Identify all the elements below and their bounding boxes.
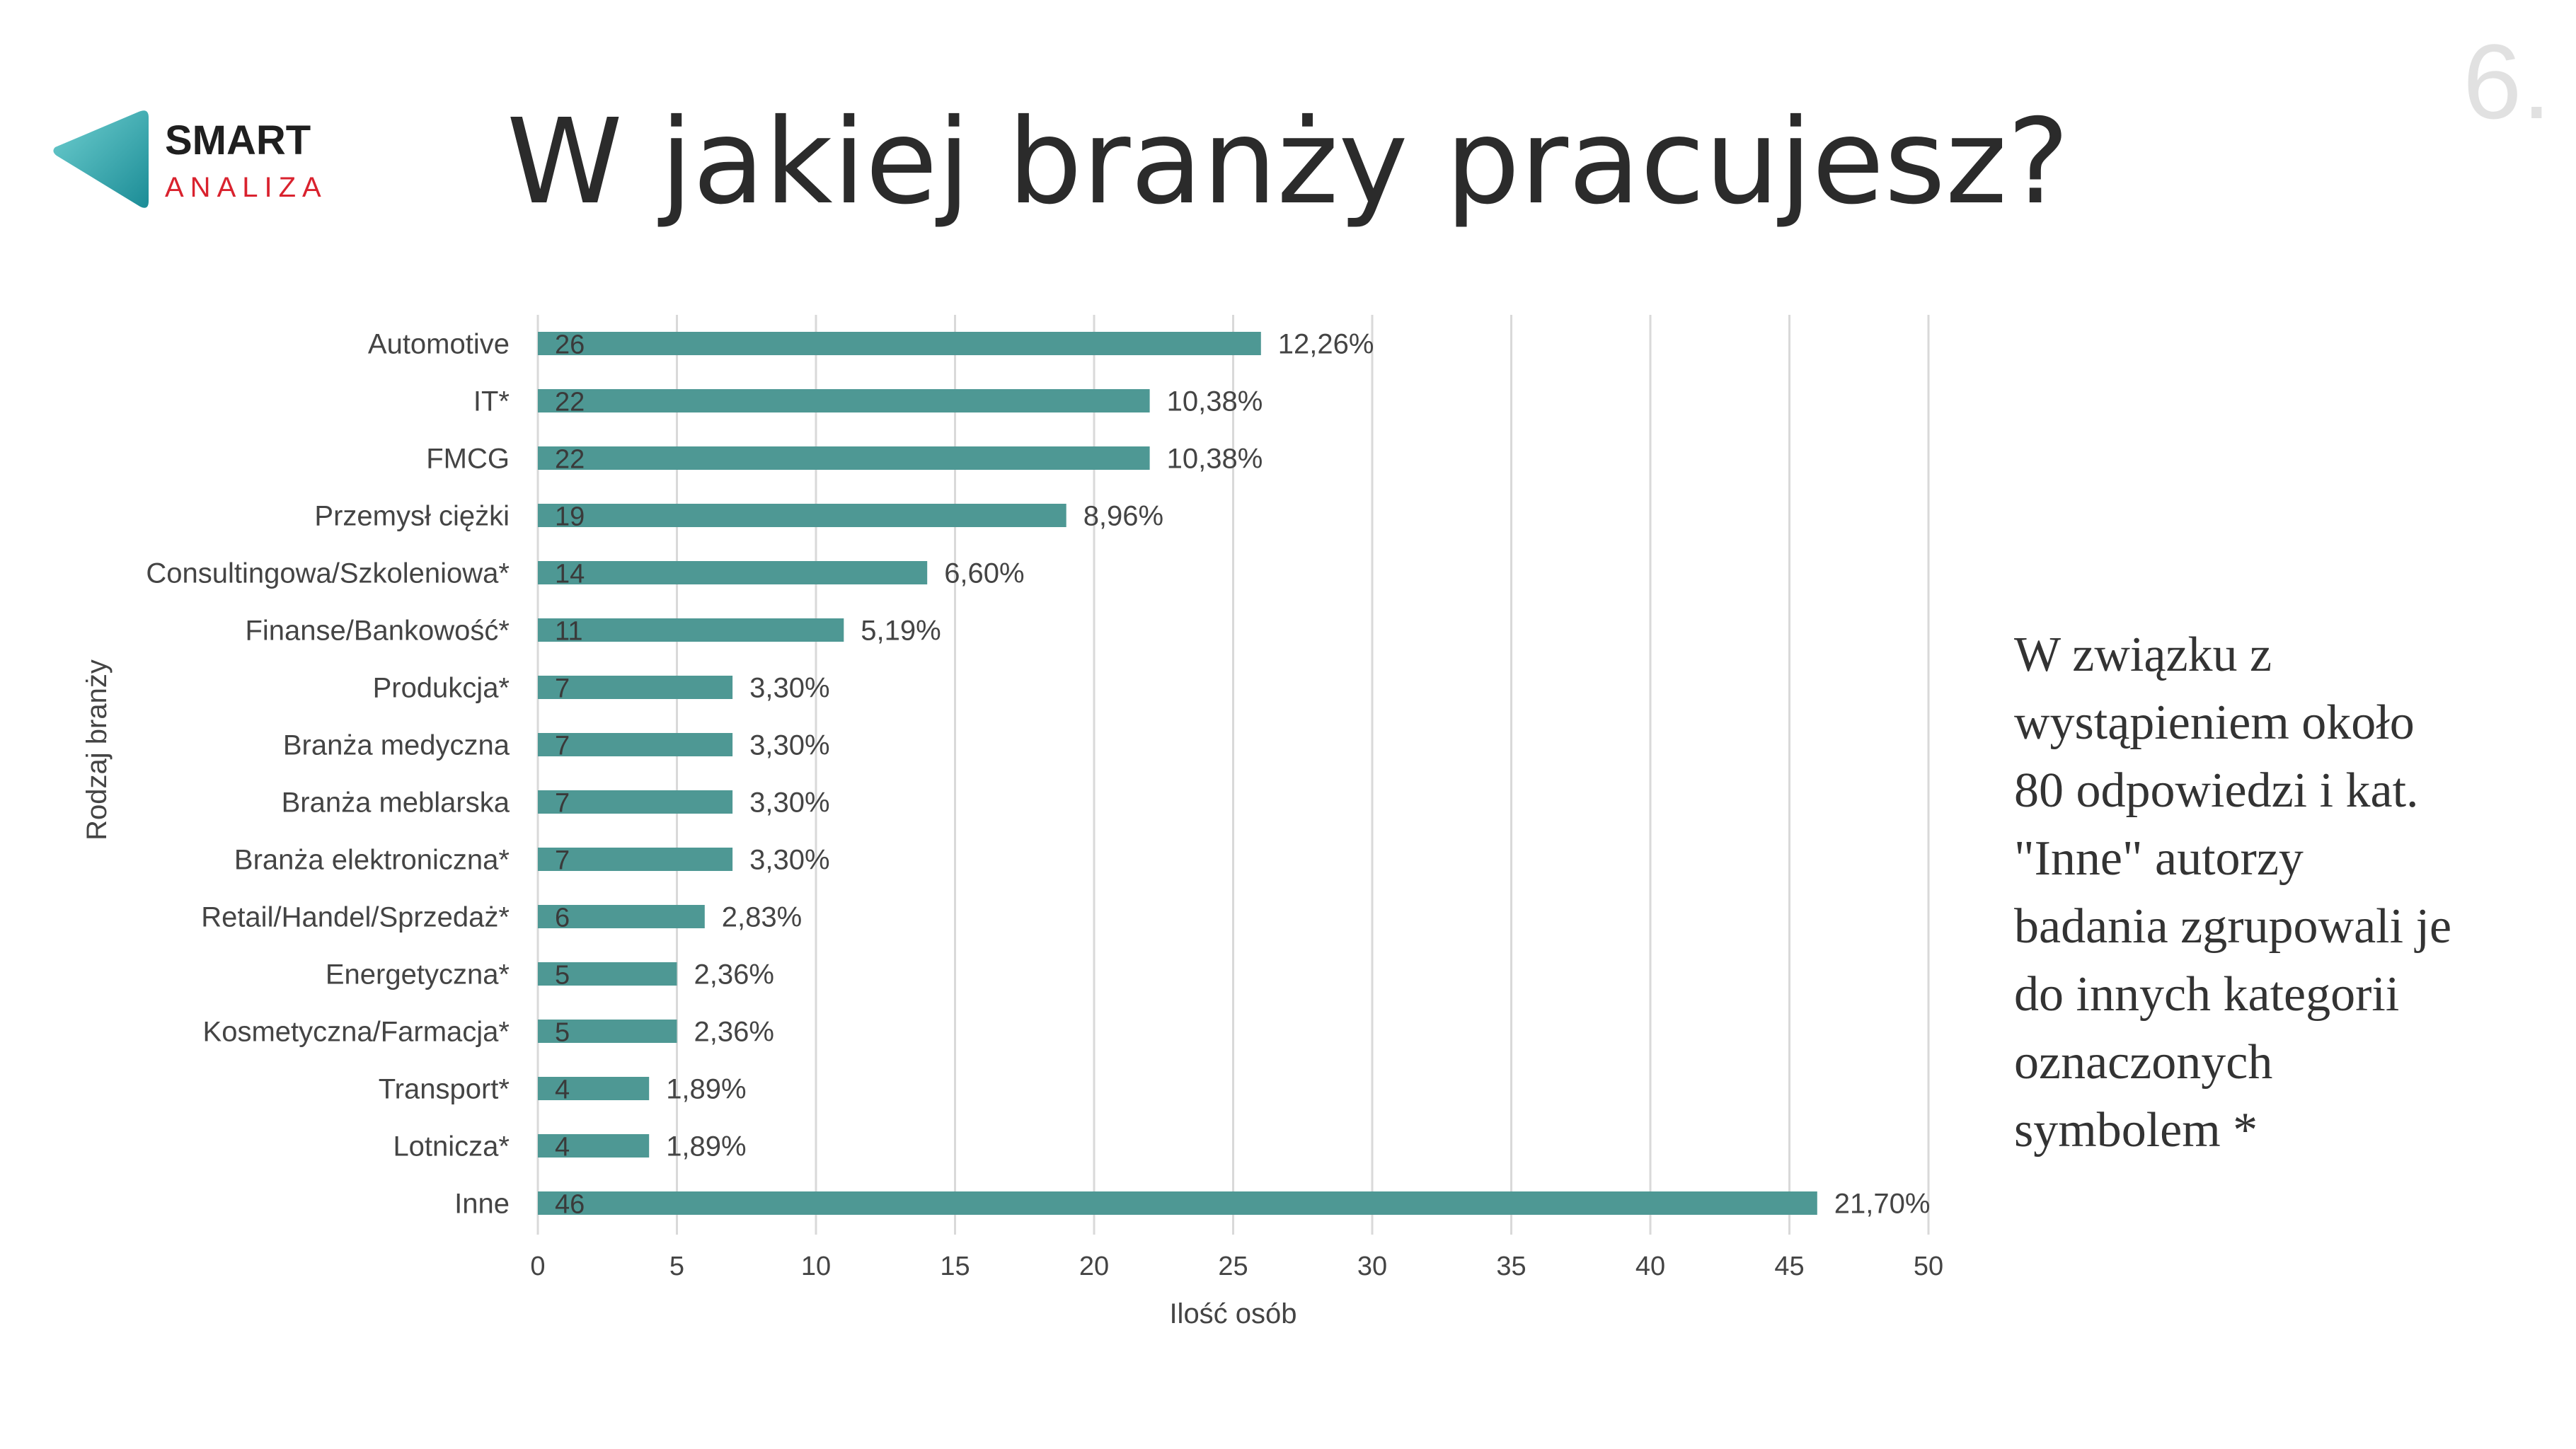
bar-value-label: 22	[555, 388, 585, 417]
smart-analiza-logo: SMART ANALIZA	[53, 110, 328, 208]
side-note: W związku z wystąpieniem około 80 odpowied…	[2014, 621, 2524, 1165]
note-line: wystąpieniem około	[2014, 695, 2415, 750]
bar-value-label: 4	[555, 1075, 570, 1105]
bar	[538, 1134, 650, 1158]
category-label: Branża meblarska	[282, 787, 510, 819]
bar	[538, 446, 1150, 470]
bar-value-label: 7	[555, 846, 570, 876]
bar-value-label: 5	[555, 1018, 570, 1048]
bar	[538, 332, 1261, 355]
note-line: 80 odpowiedzi i kat.	[2014, 763, 2419, 818]
note-line: W związku z	[2014, 628, 2272, 682]
bar	[538, 676, 733, 699]
note-line: symbolem *	[2014, 1103, 2258, 1158]
bar	[538, 1020, 677, 1043]
bar	[538, 1191, 1817, 1215]
note-line: "Inne" autorzy	[2014, 831, 2304, 886]
bar-percent-label: 12,26%	[1278, 329, 1374, 360]
category-label: FMCG	[426, 444, 510, 475]
category-label: Transport*	[379, 1074, 510, 1105]
bar-percent-label: 3,30%	[749, 730, 829, 761]
category-label: Inne	[454, 1189, 510, 1220]
category-label: Produkcja*	[373, 673, 510, 704]
bar-value-label: 11	[555, 617, 582, 647]
bar-percent-label: 3,30%	[749, 787, 829, 819]
category-label: Kosmetyczna/Farmacja*	[203, 1017, 510, 1048]
x-tick-label: 10	[801, 1252, 831, 1281]
bar	[538, 389, 1150, 412]
category-label: Energetyczna*	[326, 959, 510, 991]
note-line: oznaczonych	[2014, 1035, 2273, 1090]
logo-word-analiza: ANALIZA	[165, 172, 328, 203]
bar-percent-label: 10,38%	[1167, 386, 1263, 417]
bar-value-label: 46	[555, 1190, 585, 1220]
x-axis-label: Ilość osób	[1169, 1298, 1296, 1329]
bar-percent-label: 21,70%	[1834, 1189, 1931, 1220]
category-label: Branża elektroniczna*	[234, 845, 510, 876]
x-tick-label: 40	[1635, 1252, 1665, 1281]
y-axis-label: Rodzaj branży	[81, 659, 113, 841]
bar-value-label: 14	[555, 560, 585, 589]
x-tick-label: 0	[530, 1252, 545, 1281]
bar	[538, 733, 733, 756]
x-tick-label: 50	[1914, 1252, 1943, 1281]
bar-percent-label: 2,36%	[694, 959, 774, 991]
bar-percent-label: 1,89%	[666, 1131, 746, 1162]
page-number: 6.	[2463, 22, 2552, 141]
note-line: badania zgrupowali je	[2014, 899, 2452, 954]
page-title: W jakiej branży pracujesz?	[506, 94, 2070, 231]
category-label: Przemysł ciężki	[314, 501, 510, 532]
bar-value-label: 7	[555, 732, 570, 761]
category-label: Lotnicza*	[393, 1131, 510, 1162]
chart-bars	[538, 332, 1817, 1215]
bar	[538, 561, 928, 584]
x-tick-label: 45	[1774, 1252, 1804, 1281]
bar	[538, 1077, 650, 1100]
category-label: IT*	[473, 386, 510, 417]
bar-value-label: 7	[555, 674, 570, 704]
bar-percent-label: 6,60%	[944, 558, 1024, 589]
bar-percent-label: 1,89%	[666, 1074, 746, 1105]
logo-mark-icon	[53, 110, 149, 208]
note-line: do innych kategorii	[2014, 967, 2400, 1022]
bar-percent-label: 10,38%	[1167, 444, 1263, 475]
bar-value-label: 22	[555, 445, 585, 475]
category-label: Consultingowa/Szkoleniowa*	[146, 558, 510, 589]
bar	[538, 962, 677, 986]
category-label: Branża medyczna	[283, 730, 510, 761]
x-tick-label: 25	[1218, 1252, 1248, 1281]
bar	[538, 618, 844, 642]
category-label: Finanse/Bankowość*	[245, 616, 510, 647]
category-label: Automotive	[368, 329, 510, 360]
bar	[538, 905, 705, 928]
bar-percent-label: 2,83%	[722, 902, 802, 933]
bar-percent-label: 3,30%	[749, 845, 829, 876]
bar-percent-label: 5,19%	[861, 616, 941, 647]
bar	[538, 848, 733, 871]
bar-value-label: 6	[555, 904, 570, 933]
logo-word-smart: SMART	[165, 117, 311, 163]
x-tick-label: 30	[1357, 1252, 1387, 1281]
bar-value-label: 26	[555, 330, 585, 360]
bar-percent-label: 8,96%	[1083, 501, 1163, 532]
x-tick-label: 35	[1496, 1252, 1526, 1281]
bar-value-label: 4	[555, 1133, 570, 1162]
bar	[538, 790, 733, 814]
bar-value-label: 7	[555, 789, 570, 819]
bar-percent-label: 2,36%	[694, 1017, 774, 1048]
x-tick-label: 15	[940, 1252, 970, 1281]
category-label: Retail/Handel/Sprzedaż*	[201, 902, 510, 933]
bar-percent-label: 3,30%	[749, 673, 829, 704]
bar-value-label: 5	[555, 961, 570, 991]
x-tick-label: 5	[669, 1252, 684, 1281]
bar-value-label: 19	[555, 502, 585, 532]
bar	[538, 504, 1066, 527]
x-tick-label: 20	[1079, 1252, 1109, 1281]
